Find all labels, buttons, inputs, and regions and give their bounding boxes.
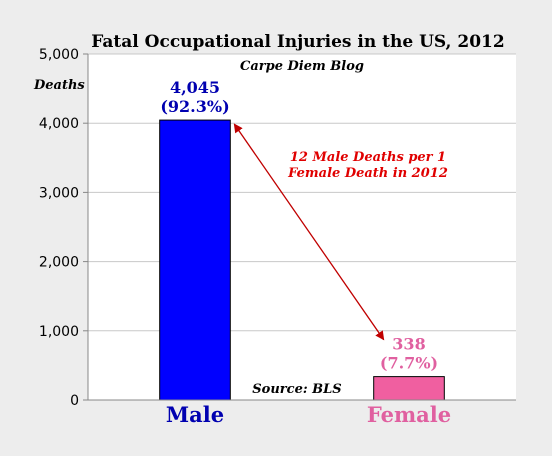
x-categories: Male Female <box>166 402 451 427</box>
data-label: 338 <box>392 335 425 354</box>
data-label: (7.7%) <box>380 354 438 373</box>
y-tick-label: 1,000 <box>39 324 79 340</box>
data-label: (92.3%) <box>160 97 229 116</box>
plot-area <box>88 54 516 400</box>
y-tick-label: 5,000 <box>39 47 79 63</box>
blog-note: Carpe Diem Blog <box>240 59 364 74</box>
y-tick-label: 0 <box>70 393 79 409</box>
source-note: Source: BLS <box>252 382 341 397</box>
x-category-label: Female <box>367 402 451 427</box>
y-tick-label: 3,000 <box>39 185 79 201</box>
ratio-arrow <box>233 123 385 341</box>
value-labels: 4,045(92.3%) 338(7.7%) <box>160 78 438 373</box>
bar <box>159 119 231 401</box>
x-category-label: Male <box>166 402 224 427</box>
bars <box>159 119 445 401</box>
ratio-annotation-line-1: 12 Male Deaths per 1 <box>290 150 446 165</box>
data-label: 4,045 <box>170 78 220 97</box>
y-axis-label: Deaths <box>33 78 85 93</box>
bar <box>373 376 445 401</box>
chart-title: Fatal Occupational Injuries in the US, 2… <box>91 32 504 52</box>
y-tick-label: 4,000 <box>39 116 79 132</box>
y-ticks: 0 1,000 2,000 3,000 4,000 5,000 <box>39 47 88 409</box>
ratio-annotation-line-2: Female Death in 2012 <box>287 166 448 181</box>
y-tick-label: 2,000 <box>39 255 79 271</box>
